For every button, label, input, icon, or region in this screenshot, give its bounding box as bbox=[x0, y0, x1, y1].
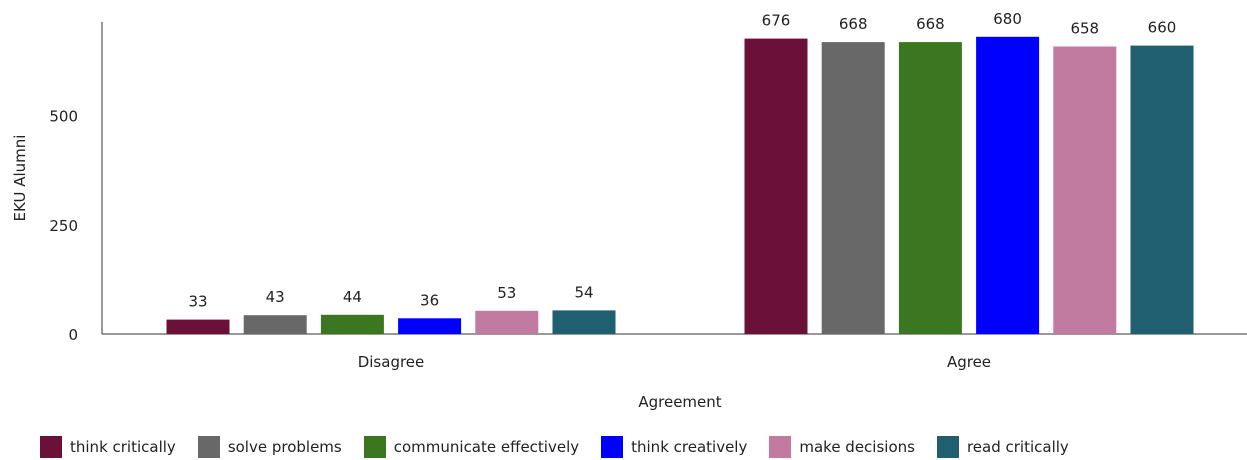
y-tick-label: 500 bbox=[49, 108, 78, 126]
legend-label: make decisions bbox=[799, 438, 915, 456]
bar-value-label: 660 bbox=[1148, 19, 1177, 37]
bar-value-label: 36 bbox=[420, 291, 439, 309]
legend-swatch bbox=[936, 436, 959, 458]
bar bbox=[398, 318, 462, 334]
legend-item: communicate effectively bbox=[363, 436, 580, 458]
bar-value-label: 53 bbox=[497, 284, 516, 302]
bar-value-label: 44 bbox=[343, 288, 362, 306]
x-axis-ticks: Disagree Agree bbox=[358, 353, 991, 371]
bar bbox=[320, 314, 384, 334]
x-tick-label: Disagree bbox=[358, 353, 425, 371]
x-tick-label: Agree bbox=[947, 353, 991, 371]
chart-legend: think critically solve problems communicat… bbox=[40, 436, 1091, 458]
bar bbox=[821, 42, 885, 334]
bar bbox=[166, 319, 230, 334]
legend-item: think creatively bbox=[601, 436, 747, 458]
bar bbox=[1053, 46, 1117, 334]
bar-value-label: 668 bbox=[916, 15, 945, 33]
x-axis-title: Agreement bbox=[638, 393, 721, 411]
bar-value-label: 33 bbox=[188, 293, 207, 311]
legend-item: make decisions bbox=[769, 436, 915, 458]
y-axis-ticks: 0 250 500 bbox=[49, 108, 78, 345]
bar bbox=[243, 315, 307, 334]
legend-swatch bbox=[769, 436, 792, 458]
bar-value-label: 668 bbox=[839, 15, 868, 33]
bar-value-label: 676 bbox=[762, 12, 791, 30]
bar bbox=[552, 310, 616, 334]
legend-item: think critically bbox=[40, 436, 176, 458]
legend-label: think critically bbox=[70, 438, 176, 456]
bar-value-label: 54 bbox=[574, 283, 593, 301]
legend-label: communicate effectively bbox=[393, 438, 580, 456]
bar bbox=[744, 38, 808, 334]
legend-label: think creatively bbox=[631, 438, 748, 456]
bar bbox=[976, 36, 1040, 335]
bar-value-label: 658 bbox=[1070, 20, 1099, 38]
bar-value-label: 680 bbox=[993, 10, 1022, 28]
bar-value-label: 43 bbox=[266, 288, 285, 306]
legend-item: read critically bbox=[936, 436, 1069, 458]
bars-group: 33 43 44 36 53 54 676 668 668 680 658 660 bbox=[166, 10, 1194, 335]
legend-swatch bbox=[601, 436, 624, 458]
legend-swatch bbox=[363, 436, 386, 458]
y-tick-label: 0 bbox=[68, 326, 78, 344]
bar-chart: 0 250 500 33 43 44 36 53 54 676 668 668 680 658 660 D… bbox=[11, 10, 1247, 411]
legend-item: solve problems bbox=[197, 436, 342, 458]
legend-swatch bbox=[197, 436, 220, 458]
legend-label: solve problems bbox=[227, 438, 342, 456]
bar bbox=[475, 310, 539, 334]
legend-label: read critically bbox=[966, 438, 1069, 456]
y-tick-label: 250 bbox=[49, 217, 78, 235]
bar bbox=[1130, 45, 1194, 334]
bar bbox=[898, 42, 962, 334]
legend-swatch bbox=[40, 436, 62, 458]
y-axis-title: EKU Alumni bbox=[11, 135, 29, 222]
